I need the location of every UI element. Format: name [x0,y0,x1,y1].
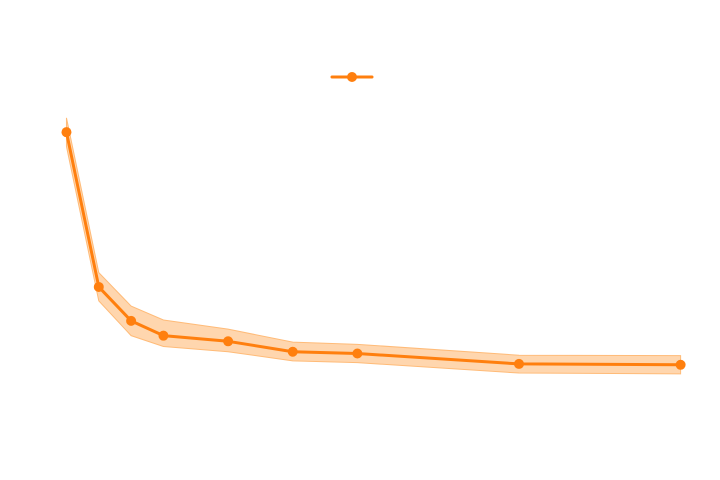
data-point [287,346,298,357]
legend [330,72,374,82]
data-point [93,281,104,292]
data-point [513,358,524,369]
data-point [61,127,72,138]
legend-marker [347,72,357,82]
data-point [223,336,234,347]
plot-area [61,117,686,375]
data-point [158,330,169,341]
data-point [675,359,686,370]
data-point [352,348,363,359]
confidence-band-series-0 [65,117,682,375]
data-point [126,315,137,326]
